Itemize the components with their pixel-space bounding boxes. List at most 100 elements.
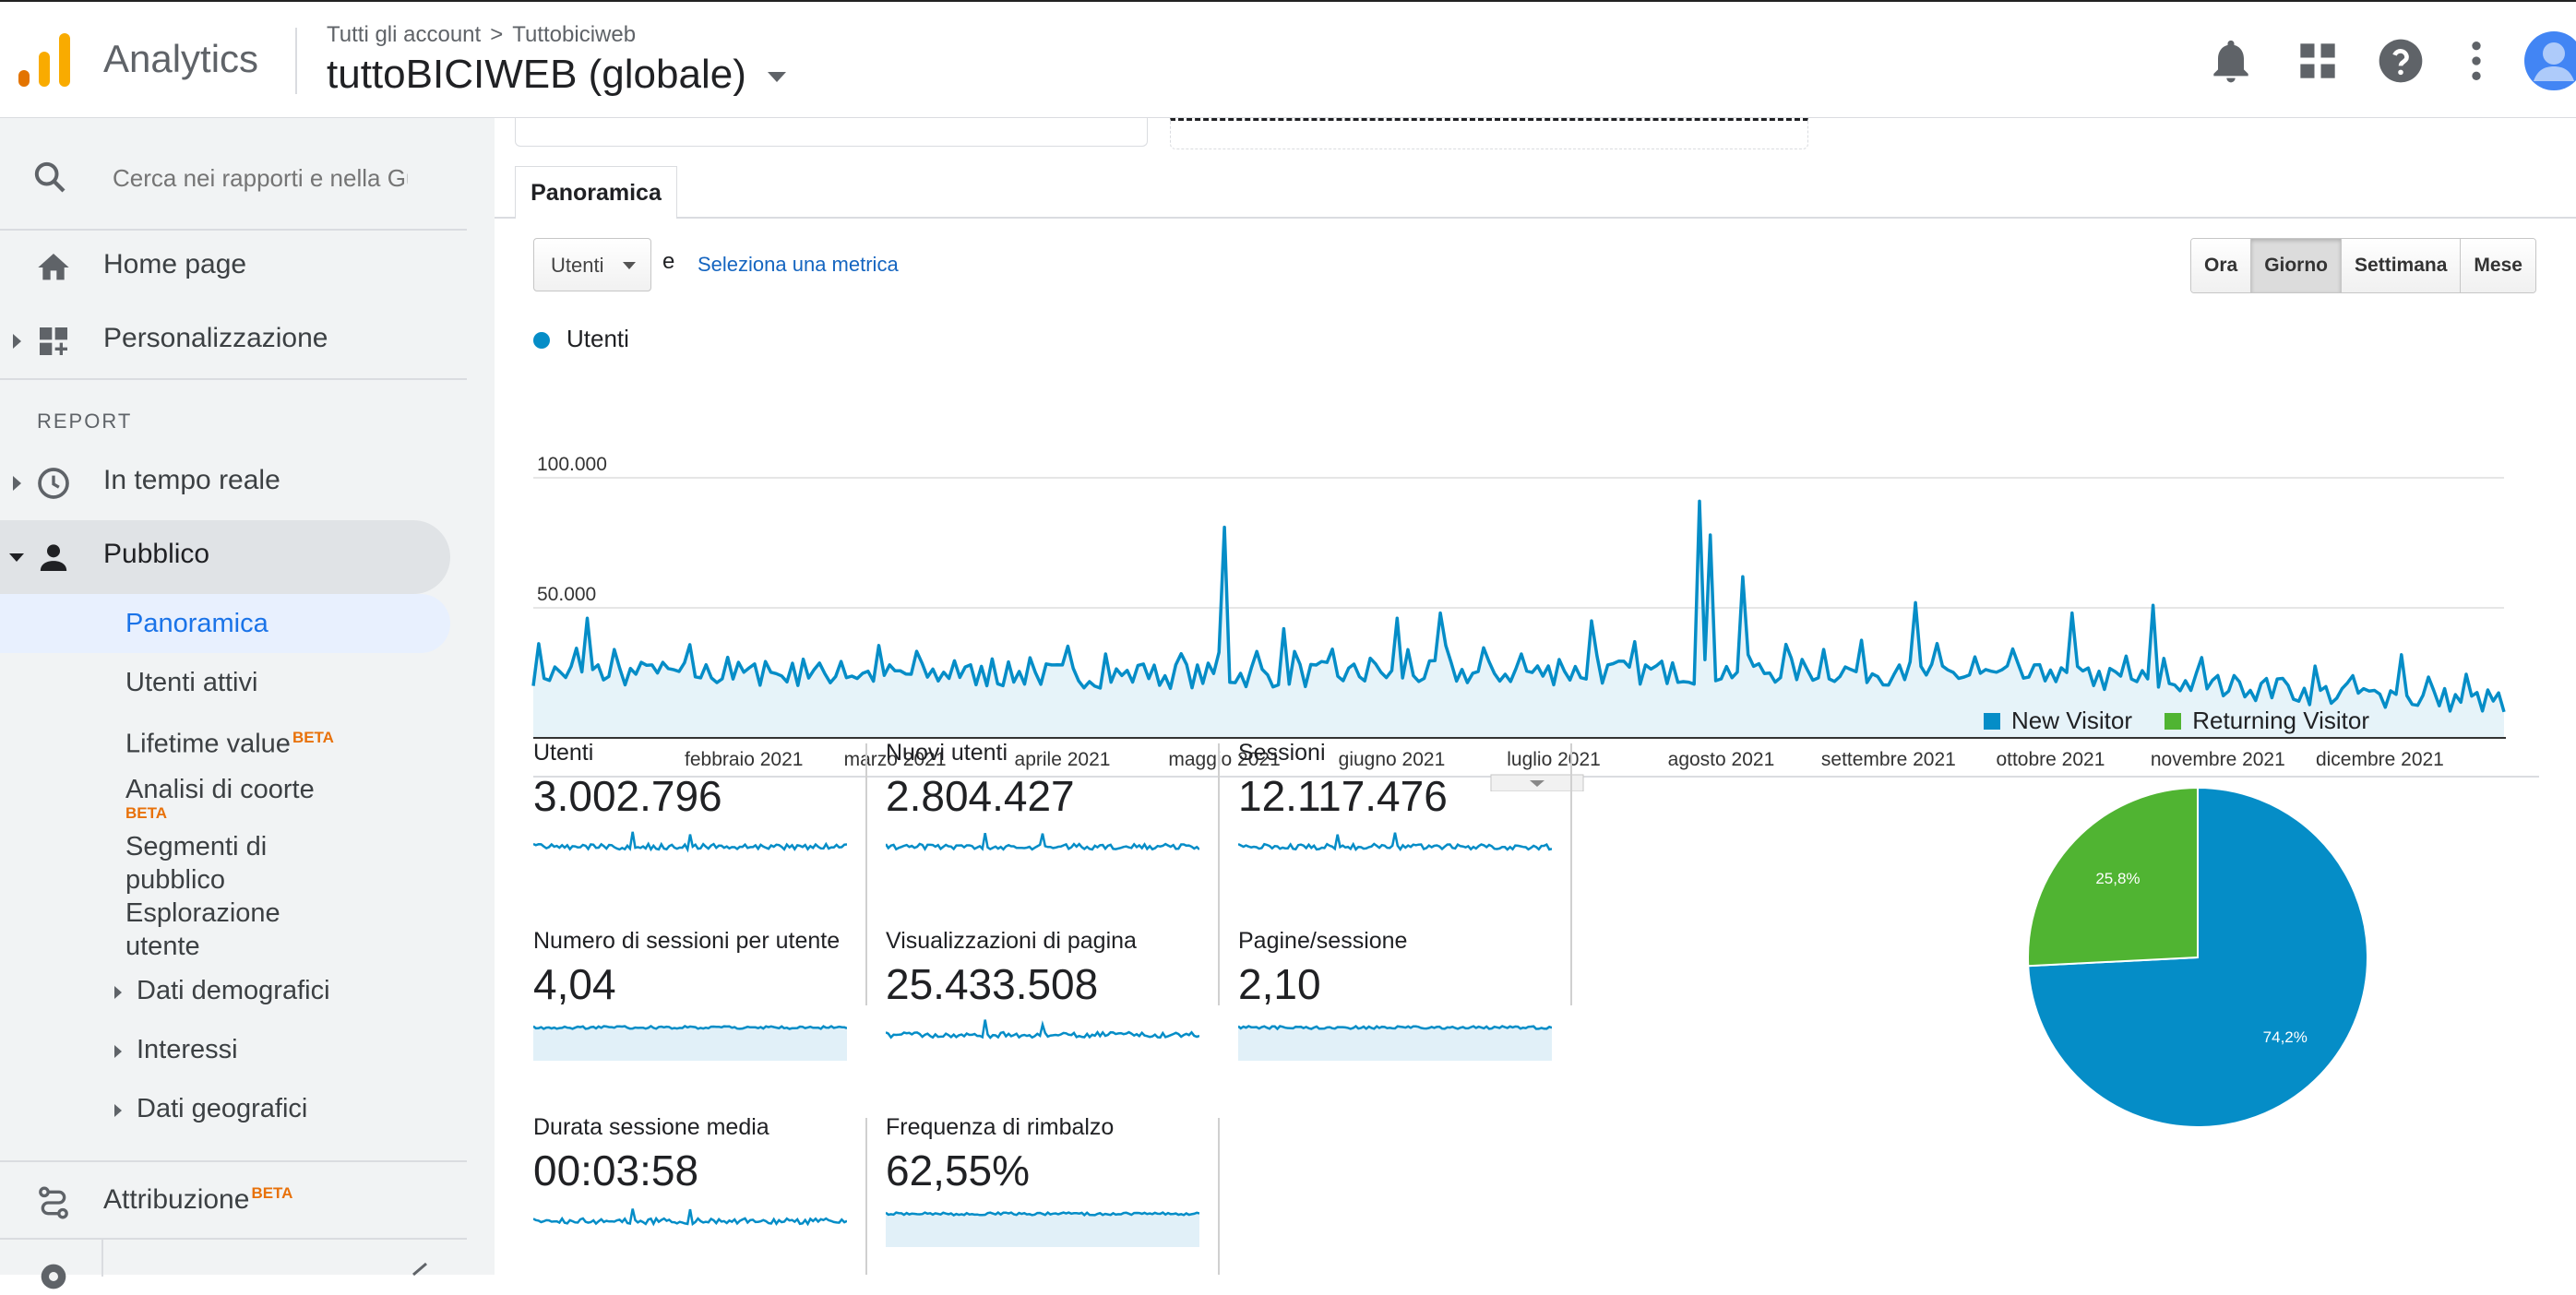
sidebar-subitem-label: Dati demografici: [137, 976, 330, 1005]
x-tick-label: maggio 2021: [1168, 749, 1280, 770]
x-tick-label: settembre 2021: [1821, 749, 1956, 770]
scorecard-sparkline: [886, 832, 1199, 851]
settings-gear-icon[interactable]: [35, 1258, 72, 1295]
y-tick-label: 50.000: [537, 584, 596, 605]
tab-overview[interactable]: Panoramica: [515, 166, 677, 219]
sidebar-subitem-user-explorer[interactable]: Esplorazione utente: [0, 897, 450, 963]
sidebar-subitem-label: Esplorazione utente: [125, 898, 280, 961]
legend-swatch: [1984, 713, 2000, 730]
select-metric-link[interactable]: Seleziona una metrica: [698, 253, 899, 276]
scorecard-value: 2,10: [1238, 960, 1321, 1008]
property-selector[interactable]: tuttoBICIWEB (globale): [327, 52, 746, 97]
header-divider: [295, 28, 297, 94]
scorecard-value: 00:03:58: [533, 1146, 699, 1194]
sidebar-item-home[interactable]: Home page: [0, 231, 450, 304]
granularity-toggle: Ora Giorno Settimana Mese: [2190, 238, 2536, 293]
metric-select[interactable]: Utenti: [533, 238, 651, 291]
help-icon[interactable]: [2375, 35, 2427, 87]
granularity-day-button[interactable]: Giorno: [2251, 239, 2343, 292]
sidebar: Home page Personalizzazione REPORT In te…: [0, 118, 495, 1289]
scorecard-title: Numero di sessioni per utente: [533, 928, 841, 954]
footer-divider: [101, 1240, 103, 1277]
x-tick-label: dicembre 2021: [2316, 749, 2444, 770]
sidebar-subitem-geo[interactable]: Dati geografici: [0, 1094, 450, 1140]
pie-legend: New Visitor Returning Visitor: [1984, 707, 2369, 735]
scorecard[interactable]: Visualizzazioni di pagina 25.433.508: [886, 928, 1238, 1070]
sidebar-item-audience[interactable]: Pubblico: [0, 520, 450, 594]
chart-series-line: [531, 499, 2506, 713]
scorecard[interactable]: Numero di sessioni per utente 4,04: [533, 928, 886, 1070]
sidebar-item-label: Personalizzazione: [103, 323, 328, 353]
sidebar-subitem-overview[interactable]: Panoramica: [0, 594, 450, 653]
sparkline-fill: [533, 1026, 847, 1061]
scorecard-divider: [1218, 1118, 1220, 1275]
sparkline-line: [886, 1211, 1199, 1217]
sidebar-subitem-label: Panoramica: [125, 609, 268, 638]
scorecard-value: 3.002.796: [533, 772, 722, 820]
search-input[interactable]: [111, 159, 410, 197]
scorecard[interactable]: Pagine/sessione 2,10: [1238, 928, 1591, 1070]
sidebar-subitem-label: Dati geografici: [137, 1094, 308, 1123]
x-tick-label: novembre 2021: [2151, 749, 2285, 770]
beta-badge: BETA: [125, 804, 168, 822]
account-avatar-icon[interactable]: [2524, 31, 2576, 90]
scorecard-value: 2.804.427: [886, 772, 1075, 820]
pie-legend-returning[interactable]: Returning Visitor: [2192, 707, 2369, 734]
visitor-type-pie-chart: 74,2% 25,8%: [2027, 786, 2368, 1128]
scorecard[interactable]: Sessioni 12.117.476: [1238, 740, 1591, 882]
scorecard-sparkline: [1238, 1025, 1552, 1061]
scorecard-value: 12.117.476: [1238, 772, 1448, 820]
expand-arrow-icon: [13, 334, 21, 349]
sidebar-divider: [0, 229, 467, 231]
pie-slice-returning-visitor[interactable]: [2027, 786, 2199, 968]
scorecard-title: Visualizzazioni di pagina: [886, 928, 1137, 954]
sidebar-item-label: Home page: [103, 249, 247, 279]
granularity-month-button[interactable]: Mese: [2461, 239, 2535, 292]
granularity-week-button[interactable]: Settimana: [2342, 239, 2462, 292]
sidebar-subitem-cohort[interactable]: Analisi di coorte BETA: [0, 773, 450, 828]
sidebar-item-realtime[interactable]: In tempo reale: [0, 446, 450, 520]
collapse-arrow-icon: [9, 553, 24, 562]
sidebar-subitem-active-users[interactable]: Utenti attivi: [0, 666, 450, 712]
sparkline-line: [533, 1208, 847, 1227]
expand-arrow-icon: [13, 476, 21, 491]
granularity-hour-button[interactable]: Ora: [2191, 239, 2252, 292]
scorecard[interactable]: Nuovi utenti 2.804.427: [886, 740, 1238, 882]
breadcrumb[interactable]: Tutti gli account > Tuttobiciweb: [327, 22, 636, 48]
x-tick-label: marzo 2021: [844, 749, 947, 770]
scorecard[interactable]: Frequenza di rimbalzo 62,55%: [886, 1114, 1238, 1256]
legend-dot: [533, 332, 550, 349]
expand-arrow-icon: [114, 1104, 122, 1117]
sparkline-line: [533, 1025, 847, 1030]
sidebar-item-attribution[interactable]: Attribuzione BETA: [0, 1166, 450, 1240]
more-vert-icon[interactable]: [2451, 35, 2502, 87]
sidebar-divider: [0, 378, 467, 380]
breadcrumb-account[interactable]: Tutti gli account: [327, 22, 482, 47]
sparkline-fill: [1238, 1026, 1552, 1061]
sidebar-item-customization[interactable]: Personalizzazione: [0, 304, 450, 378]
bell-icon[interactable]: [2205, 35, 2257, 87]
scorecard[interactable]: Utenti 3.002.796: [533, 740, 886, 882]
scorecard-title: Utenti: [533, 740, 594, 766]
sidebar-subitem-label: Interessi: [137, 1035, 238, 1064]
add-segment-card[interactable]: [1170, 118, 1808, 149]
sidebar-item-label: Attribuzione: [103, 1184, 250, 1215]
pie-legend-new[interactable]: New Visitor: [2011, 707, 2133, 734]
sidebar-subitem-demographics[interactable]: Dati demografici: [0, 976, 450, 1022]
beta-badge: BETA: [292, 729, 334, 746]
sidebar-subitem-segments[interactable]: Segmenti di pubblico: [0, 830, 450, 897]
apps-grid-icon[interactable]: [2292, 35, 2343, 87]
scorecard[interactable]: Durata sessione media 00:03:58: [533, 1114, 886, 1256]
breadcrumb-property[interactable]: Tuttobiciweb: [512, 22, 637, 47]
caret-down-icon[interactable]: [768, 72, 786, 82]
scorecard-sparkline: [886, 1211, 1199, 1247]
search-icon[interactable]: [31, 159, 68, 196]
scorecard-sparkline: [533, 1025, 847, 1061]
collapse-chevron-icon[interactable]: [406, 1262, 432, 1277]
home-icon: [38, 254, 69, 280]
sidebar-subitem-lifetime-value[interactable]: Lifetime value BETA: [0, 721, 450, 767]
chart-resize-handle[interactable]: [1490, 774, 1584, 791]
segment-card[interactable]: [515, 118, 1148, 147]
sparkline-line: [886, 1019, 1199, 1040]
sidebar-subitem-interests[interactable]: Interessi: [0, 1035, 450, 1081]
